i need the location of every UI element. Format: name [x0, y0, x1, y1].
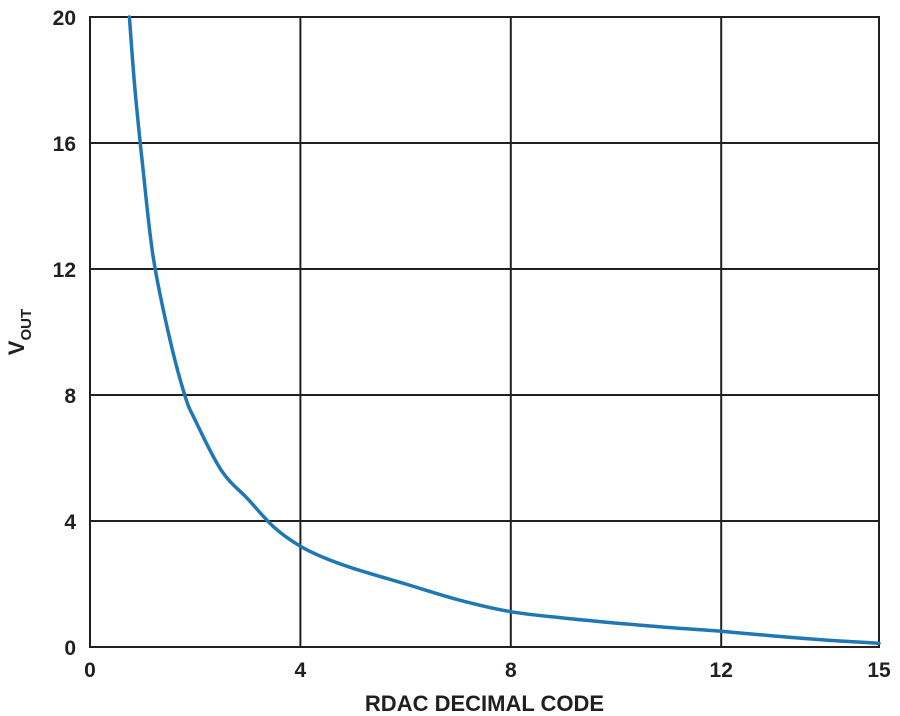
plot-frame: [89, 16, 880, 648]
y-tick-label: 20: [53, 7, 76, 30]
x-tick-label: 0: [84, 659, 96, 682]
y-axis-title-subscript: OUT: [18, 309, 35, 341]
y-tick-label: 8: [64, 385, 76, 408]
grid: [90, 17, 879, 647]
y-axis-title-main: V: [4, 340, 29, 355]
y-tick-label: 12: [53, 259, 76, 282]
y-tick-label: 4: [64, 511, 76, 534]
y-tick-label: 16: [53, 133, 76, 156]
y-tick-labels: 0 4 8 12 16 20: [53, 7, 77, 660]
series-line: [127, 15, 881, 645]
x-tick-labels: 0 4 8 12 15: [84, 659, 891, 682]
x-tick-label: 8: [505, 659, 517, 682]
x-tick-label: 12: [710, 659, 733, 682]
x-tick-label: 4: [295, 659, 307, 682]
series-group: [127, 15, 881, 645]
y-axis-title: VOUT: [4, 309, 35, 355]
x-axis-title: RDAC DECIMAL CODE: [365, 691, 604, 716]
y-tick-label: 0: [64, 637, 76, 660]
x-tick-label: 15: [867, 659, 891, 682]
